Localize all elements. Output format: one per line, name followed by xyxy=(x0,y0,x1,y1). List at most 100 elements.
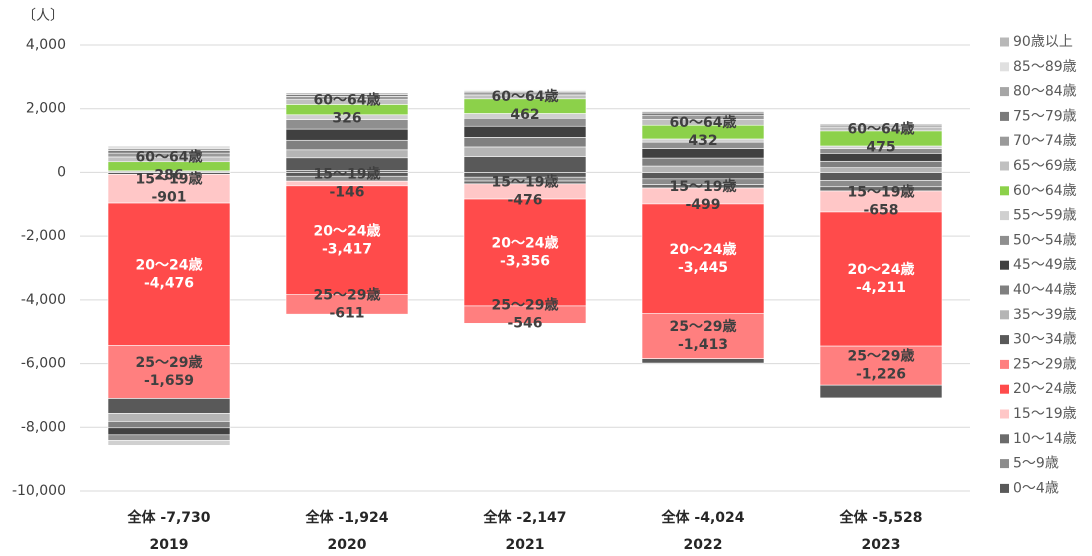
segment-name: 15～19歳 xyxy=(848,183,915,200)
data-label: 462 xyxy=(510,107,539,123)
segment-name: 15～19歳 xyxy=(492,173,559,190)
legend-label: 45～49歳 xyxy=(1013,257,1077,273)
y-tick-label: -4,000 xyxy=(21,292,66,308)
legend-label: 50～54歳 xyxy=(1013,232,1077,248)
legend-swatch xyxy=(1000,260,1009,270)
legend-swatch xyxy=(1000,384,1009,394)
data-label: -3,445 xyxy=(678,260,728,276)
bar-segment xyxy=(641,157,765,167)
bar-segment xyxy=(107,398,231,414)
legend-swatch xyxy=(1000,434,1009,444)
y-tick-label: -2,000 xyxy=(21,228,66,244)
segment-name: 60～64歳 xyxy=(848,120,915,137)
data-label: -1,226 xyxy=(856,367,906,383)
data-label: -901 xyxy=(151,190,186,206)
y-tick-label: -8,000 xyxy=(21,419,66,435)
bar-segment xyxy=(107,345,231,399)
segment-name: 60～64歳 xyxy=(314,92,381,109)
legend-swatch xyxy=(1000,310,1009,320)
data-label: -611 xyxy=(329,305,364,321)
legend-label: 10～14歳 xyxy=(1013,431,1077,447)
total-label: 全体 -4,024 xyxy=(661,509,745,526)
y-tick-label: 0 xyxy=(57,164,66,180)
bar-segment xyxy=(819,211,943,347)
legend-label: 55～59歳 xyxy=(1013,208,1077,224)
legend-label: 85～89歳 xyxy=(1013,59,1077,75)
y-tick-label: 2,000 xyxy=(26,101,66,117)
legend-label: 0～4歳 xyxy=(1013,480,1059,496)
bar-segment xyxy=(285,294,409,315)
bar-segment xyxy=(641,203,765,314)
data-label: 432 xyxy=(688,133,717,149)
legend-label: 80～84歳 xyxy=(1013,84,1077,100)
segment-name: 20～24歳 xyxy=(314,222,381,239)
bar-segment xyxy=(107,427,231,436)
bar-segment xyxy=(107,440,231,446)
legend-label: 90歳以上 xyxy=(1013,34,1073,50)
bar-segment xyxy=(285,128,409,141)
legend-label: 65～69歳 xyxy=(1013,158,1077,174)
data-label: 475 xyxy=(866,139,895,155)
legend-label: 30～34歳 xyxy=(1013,332,1077,348)
data-label: -499 xyxy=(685,197,720,213)
bar-segment xyxy=(641,165,765,173)
segment-name: 20～24歳 xyxy=(848,261,915,278)
legend-swatch xyxy=(1000,211,1009,221)
x-tick-label: 2020 xyxy=(328,537,367,553)
bar-segment xyxy=(107,413,231,422)
data-label: -3,417 xyxy=(322,241,372,257)
legend-swatch xyxy=(1000,62,1009,72)
bar-segment xyxy=(107,202,231,346)
data-label: -3,356 xyxy=(500,253,550,269)
legend-swatch xyxy=(1000,483,1009,493)
legend-label: 15～19歳 xyxy=(1013,406,1077,422)
legend-label: 70～74歳 xyxy=(1013,133,1077,149)
bar-segment xyxy=(107,421,231,429)
segment-name: 25～29歳 xyxy=(314,286,381,303)
legend-swatch xyxy=(1000,235,1009,245)
legend-swatch xyxy=(1000,111,1009,121)
legend-swatch xyxy=(1000,87,1009,97)
segment-name: 20～24歳 xyxy=(136,256,203,273)
legend-swatch xyxy=(1000,359,1009,369)
bar-segment xyxy=(463,137,587,148)
segment-name: 25～29歳 xyxy=(848,348,915,365)
y-tick-label: -10,000 xyxy=(12,483,66,499)
x-tick-label: 2022 xyxy=(684,537,723,553)
data-label: 286 xyxy=(154,167,183,183)
data-label: -658 xyxy=(863,202,898,218)
bar-segment xyxy=(463,125,587,138)
bar-segment xyxy=(819,384,943,399)
legend-swatch xyxy=(1000,161,1009,171)
legend-swatch xyxy=(1000,186,1009,196)
bar-segment xyxy=(641,313,765,359)
legend-label: 35～39歳 xyxy=(1013,307,1077,323)
x-tick-label: 2021 xyxy=(506,537,545,553)
data-label: -4,476 xyxy=(144,275,194,291)
y-tick-label: -6,000 xyxy=(21,356,66,372)
bar-segment xyxy=(285,139,409,151)
legend-swatch xyxy=(1000,335,1009,345)
legend-swatch xyxy=(1000,285,1009,295)
data-label: -546 xyxy=(507,316,542,332)
legend-swatch xyxy=(1000,37,1009,47)
data-label: -1,659 xyxy=(144,373,194,389)
data-label: 326 xyxy=(332,111,361,127)
bar-segment xyxy=(819,160,943,168)
total-label: 全体 -2,147 xyxy=(483,509,567,526)
legend-label: 60～64歳 xyxy=(1013,183,1077,199)
bar-segment xyxy=(641,172,765,180)
total-label: 全体 -5,528 xyxy=(839,509,923,526)
segment-name: 15～19歳 xyxy=(670,178,737,195)
bar-segment xyxy=(285,185,409,295)
bar-segment xyxy=(641,148,765,159)
data-label: -146 xyxy=(329,185,364,201)
legend-label: 20～24歳 xyxy=(1013,381,1077,397)
legend-label: 25～29歳 xyxy=(1013,356,1077,372)
segment-name: 60～64歳 xyxy=(136,148,203,165)
segment-name: 25～29歳 xyxy=(670,318,737,335)
legend-label: 40～44歳 xyxy=(1013,282,1077,298)
x-tick-label: 2023 xyxy=(862,537,901,553)
data-label: -4,211 xyxy=(856,280,906,296)
